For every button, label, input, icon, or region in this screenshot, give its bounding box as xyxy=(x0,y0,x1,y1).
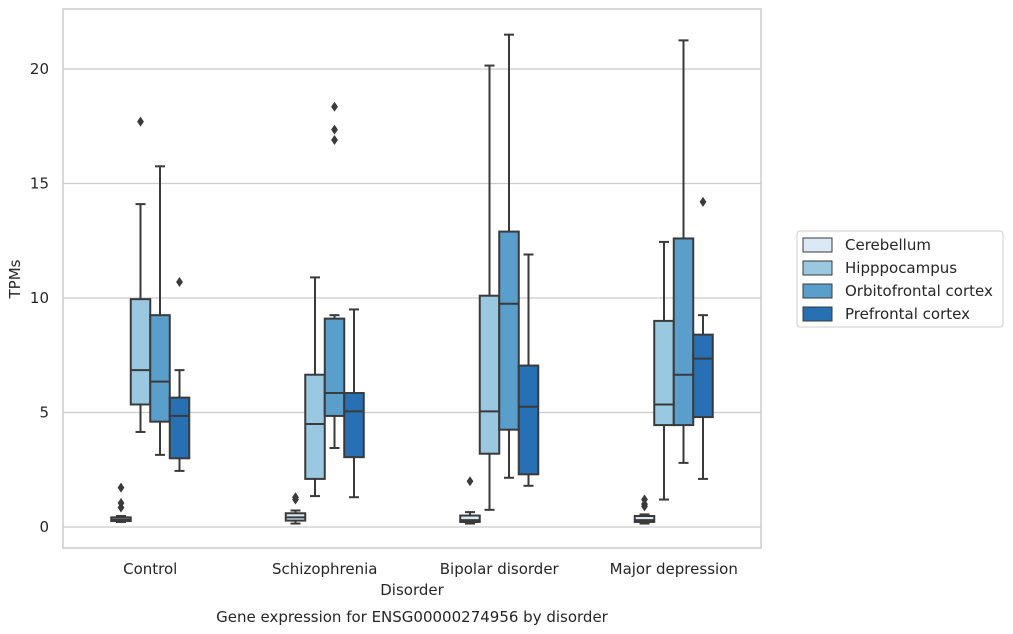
box-cerebellum xyxy=(459,476,481,525)
outlier-marker xyxy=(331,134,338,145)
box-orbitofrontal-cortex xyxy=(149,165,171,456)
outlier-marker xyxy=(641,494,648,505)
box-iqr xyxy=(692,333,714,419)
legend-swatch xyxy=(802,283,833,299)
box-prefrontal-cortex xyxy=(692,196,714,480)
x-axis-label: Disorder xyxy=(380,581,444,599)
boxes-group xyxy=(110,33,714,525)
box-orbitofrontal-cortex xyxy=(323,101,346,449)
y-tick-label: 20 xyxy=(30,60,49,78)
box-cerebellum xyxy=(284,492,307,525)
outlier-marker xyxy=(466,476,474,487)
legend-frame xyxy=(796,230,1004,328)
outlier-marker xyxy=(331,101,338,112)
box-iqr xyxy=(168,396,191,460)
box-cerebellum xyxy=(633,494,656,525)
box-iqr xyxy=(653,319,675,427)
plot-frame xyxy=(62,8,762,549)
box-prefrontal-cortex xyxy=(168,276,191,472)
box-iqr xyxy=(343,392,365,459)
box-iqr xyxy=(129,298,152,406)
outlier-marker xyxy=(117,482,125,493)
box-iqr xyxy=(633,515,656,523)
legend-label: Prefrontal cortex xyxy=(845,305,970,323)
legend-entry: Prefrontal cortex xyxy=(802,305,970,323)
box-iqr xyxy=(672,237,695,427)
chart-caption: Gene expression for ENSG00000274956 by d… xyxy=(216,608,609,626)
legend-entry: Orbitofrontal cortex xyxy=(802,282,993,300)
box-iqr xyxy=(323,317,346,417)
y-tick-label: 0 xyxy=(39,518,49,536)
legend-swatch xyxy=(802,306,833,322)
y-tick-label: 5 xyxy=(39,404,49,422)
box-iqr xyxy=(478,294,501,455)
y-tick-label: 15 xyxy=(30,175,49,193)
box-hipppocampus xyxy=(478,64,501,511)
legend: Cerebellum Hipppocampus Orbitofrontal cort… xyxy=(796,230,1004,328)
box-orbitofrontal-cortex xyxy=(498,33,520,479)
x-tick-label: Major depression xyxy=(610,560,738,578)
outlier-marker xyxy=(331,124,338,135)
legend-label: Hipppocampus xyxy=(845,259,957,277)
outlier-marker xyxy=(117,497,125,508)
box-orbitofrontal-cortex xyxy=(672,39,695,464)
grid-lines xyxy=(63,68,761,528)
outlier-marker xyxy=(292,492,299,503)
legend-label: Cerebellum xyxy=(845,236,931,254)
legend-entry: Hipppocampus xyxy=(802,259,957,277)
legend-swatch xyxy=(802,260,833,276)
outlier-marker xyxy=(176,276,183,287)
box-iqr xyxy=(304,373,326,480)
legend-entry: Cerebellum xyxy=(802,236,931,254)
box-hipppocampus xyxy=(129,116,152,433)
outlier-marker xyxy=(137,116,144,127)
box-cerebellum xyxy=(110,482,132,523)
x-tick-label: Bipolar disorder xyxy=(440,560,560,578)
legend-label: Orbitofrontal cortex xyxy=(845,282,993,300)
y-axis-label: TPMs xyxy=(6,259,24,299)
x-tick-label: Control xyxy=(123,560,177,578)
box-iqr xyxy=(459,514,481,523)
box-iqr xyxy=(498,230,520,431)
y-tick-labels: 0 5 10 15 20 xyxy=(30,60,49,536)
x-tick-labels: Control Schizophrenia Bipolar disorder Majo… xyxy=(123,560,738,578)
box-prefrontal-cortex xyxy=(517,253,540,487)
y-tick-label: 10 xyxy=(30,289,49,307)
box-iqr xyxy=(149,314,171,423)
box-iqr xyxy=(517,364,540,476)
x-tick-label: Schizophrenia xyxy=(272,560,377,578)
box-hipppocampus xyxy=(304,276,326,498)
legend-swatch xyxy=(802,237,833,253)
outlier-marker xyxy=(699,196,707,207)
box-hipppocampus xyxy=(653,240,675,501)
box-prefrontal-cortex xyxy=(343,308,365,499)
